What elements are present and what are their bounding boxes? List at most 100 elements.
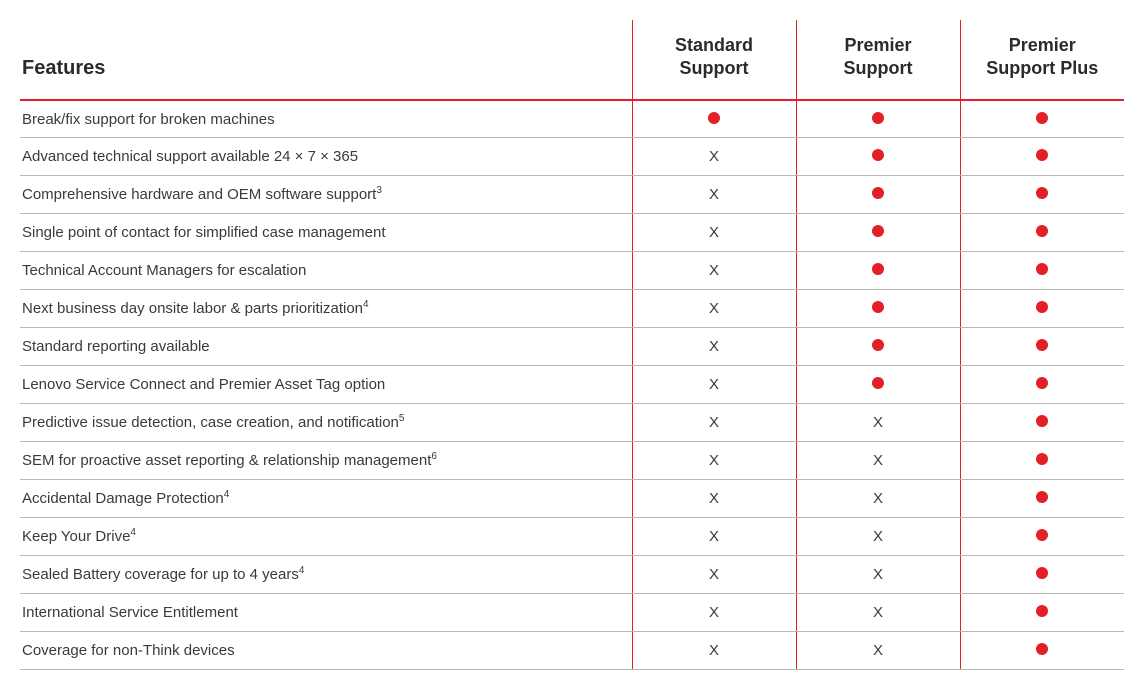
not-included-x-icon: X bbox=[709, 528, 719, 545]
tier-cell: X bbox=[632, 176, 796, 214]
table-row: Advanced technical support available 24 … bbox=[20, 138, 1124, 176]
not-included-x-icon: X bbox=[709, 452, 719, 469]
tier-cell bbox=[796, 328, 960, 366]
not-included-x-icon: X bbox=[873, 414, 883, 431]
tier-cell: X bbox=[632, 594, 796, 632]
feature-cell: Predictive issue detection, case creatio… bbox=[20, 404, 632, 442]
included-dot-icon bbox=[1036, 491, 1048, 503]
tier-cell: X bbox=[632, 518, 796, 556]
tier-cell bbox=[960, 632, 1124, 670]
feature-label: Coverage for non-Think devices bbox=[22, 642, 235, 659]
included-dot-icon bbox=[872, 263, 884, 275]
not-included-x-icon: X bbox=[709, 490, 719, 507]
table-row: Keep Your Drive4 X X bbox=[20, 518, 1124, 556]
tier-cell: X bbox=[796, 594, 960, 632]
tier-cell: X bbox=[632, 404, 796, 442]
tier-cell bbox=[796, 100, 960, 138]
included-dot-icon bbox=[1036, 301, 1048, 313]
tier-header-line2: Support bbox=[844, 58, 913, 78]
not-included-x-icon: X bbox=[873, 528, 883, 545]
tier-cell: X bbox=[796, 404, 960, 442]
included-dot-icon bbox=[1036, 643, 1048, 655]
tier-cell bbox=[796, 138, 960, 176]
feature-cell: Next business day onsite labor & parts p… bbox=[20, 290, 632, 328]
tier-cell: X bbox=[632, 138, 796, 176]
footnote-ref: 4 bbox=[130, 527, 136, 538]
tier-cell: X bbox=[632, 290, 796, 328]
tier-cell: X bbox=[796, 480, 960, 518]
included-dot-icon bbox=[872, 339, 884, 351]
table-row: Technical Account Managers for escalatio… bbox=[20, 252, 1124, 290]
feature-label: Comprehensive hardware and OEM software … bbox=[22, 186, 376, 203]
tier-cell bbox=[960, 100, 1124, 138]
not-included-x-icon: X bbox=[873, 604, 883, 621]
not-included-x-icon: X bbox=[709, 148, 719, 165]
feature-cell: International Service Entitlement bbox=[20, 594, 632, 632]
not-included-x-icon: X bbox=[709, 376, 719, 393]
feature-label: Next business day onsite labor & parts p… bbox=[22, 300, 363, 317]
tier-cell bbox=[960, 594, 1124, 632]
table-row: Lenovo Service Connect and Premier Asset… bbox=[20, 366, 1124, 404]
not-included-x-icon: X bbox=[709, 224, 719, 241]
included-dot-icon bbox=[708, 112, 720, 124]
feature-label: Standard reporting available bbox=[22, 338, 210, 355]
footnote-ref: 3 bbox=[376, 185, 382, 196]
tier-cell bbox=[796, 366, 960, 404]
tier-header-line2: Support Plus bbox=[986, 58, 1098, 78]
feature-cell: Coverage for non-Think devices bbox=[20, 632, 632, 670]
tier-cell bbox=[960, 442, 1124, 480]
not-included-x-icon: X bbox=[709, 300, 719, 317]
feature-label: Technical Account Managers for escalatio… bbox=[22, 262, 306, 279]
not-included-x-icon: X bbox=[873, 490, 883, 507]
not-included-x-icon: X bbox=[873, 642, 883, 659]
feature-label: Predictive issue detection, case creatio… bbox=[22, 414, 399, 431]
included-dot-icon bbox=[872, 149, 884, 161]
table-header-row: Features Standard Support Premier Suppor… bbox=[20, 20, 1124, 100]
included-dot-icon bbox=[1036, 339, 1048, 351]
table-row: Accidental Damage Protection4XX bbox=[20, 480, 1124, 518]
included-dot-icon bbox=[872, 112, 884, 124]
tier-cell: X bbox=[632, 366, 796, 404]
feature-label: International Service Entitlement bbox=[22, 604, 238, 621]
tier-cell bbox=[960, 518, 1124, 556]
included-dot-icon bbox=[872, 377, 884, 389]
tier-cell: X bbox=[632, 442, 796, 480]
not-included-x-icon: X bbox=[709, 338, 719, 355]
included-dot-icon bbox=[1036, 415, 1048, 427]
included-dot-icon bbox=[872, 301, 884, 313]
included-dot-icon bbox=[1036, 567, 1048, 579]
tier-cell: X bbox=[632, 214, 796, 252]
not-included-x-icon: X bbox=[709, 604, 719, 621]
feature-cell: Technical Account Managers for escalatio… bbox=[20, 252, 632, 290]
not-included-x-icon: X bbox=[709, 642, 719, 659]
feature-cell: Comprehensive hardware and OEM software … bbox=[20, 176, 632, 214]
feature-label: Accidental Damage Protection bbox=[22, 490, 224, 507]
tier-cell bbox=[960, 138, 1124, 176]
table-row: SEM for proactive asset reporting & rela… bbox=[20, 442, 1124, 480]
table-row: Standard reporting available X bbox=[20, 328, 1124, 366]
feature-cell: Single point of contact for simplified c… bbox=[20, 214, 632, 252]
feature-label: SEM for proactive asset reporting & rela… bbox=[22, 452, 431, 469]
included-dot-icon bbox=[1036, 187, 1048, 199]
tier-header-line2: Support bbox=[680, 58, 749, 78]
support-comparison-table: Features Standard Support Premier Suppor… bbox=[20, 20, 1124, 670]
tier-cell: X bbox=[632, 328, 796, 366]
feature-label: Break/fix support for broken machines bbox=[22, 111, 275, 128]
table-body: Break/fix support for broken machines Adv… bbox=[20, 100, 1124, 670]
tier-cell: X bbox=[632, 252, 796, 290]
tier-cell: X bbox=[796, 442, 960, 480]
tier-cell: X bbox=[796, 556, 960, 594]
tier-cell bbox=[960, 176, 1124, 214]
feature-cell: Keep Your Drive4 bbox=[20, 518, 632, 556]
features-header-label: Features bbox=[22, 57, 105, 79]
tier-header-line1: Premier bbox=[1009, 35, 1076, 55]
included-dot-icon bbox=[1036, 605, 1048, 617]
included-dot-icon bbox=[1036, 112, 1048, 124]
tier-cell bbox=[960, 404, 1124, 442]
feature-cell: Sealed Battery coverage for up to 4 year… bbox=[20, 556, 632, 594]
tier-cell bbox=[796, 176, 960, 214]
feature-cell: Break/fix support for broken machines bbox=[20, 100, 632, 138]
included-dot-icon bbox=[1036, 149, 1048, 161]
tier-cell bbox=[960, 328, 1124, 366]
tier-cell bbox=[960, 480, 1124, 518]
